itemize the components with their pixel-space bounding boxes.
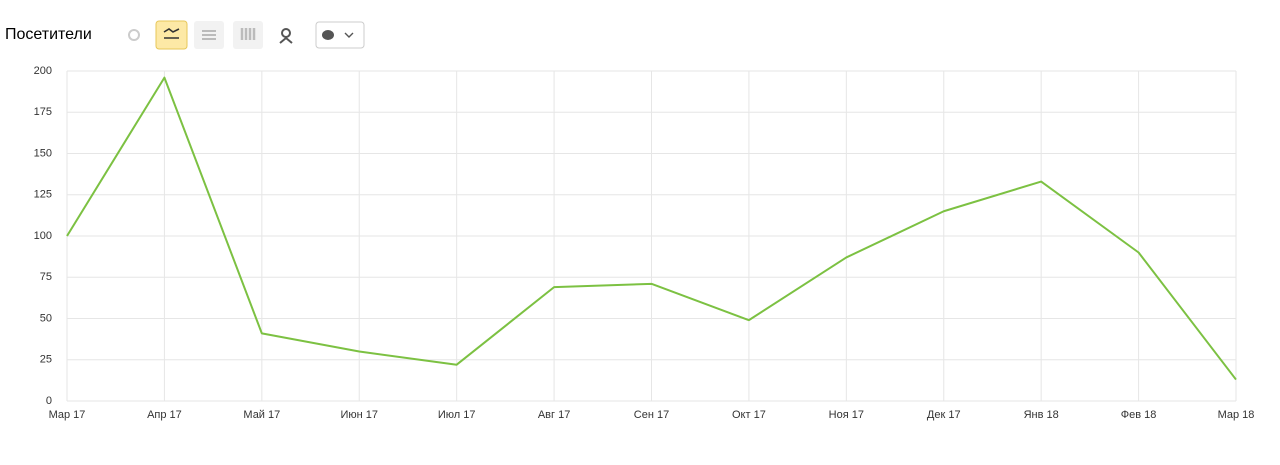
comment-dropdown[interactable] <box>315 21 365 49</box>
chart-title: Посетители <box>5 26 92 43</box>
y-tick-label: 25 <box>40 354 52 366</box>
y-tick-label: 175 <box>34 106 52 118</box>
bar-button[interactable] <box>233 21 263 49</box>
y-tick-label: 100 <box>34 230 52 242</box>
x-tick-label: Мар 18 <box>1218 409 1255 421</box>
x-tick-label: Ноя 17 <box>829 409 864 421</box>
x-tick-label: Май 17 <box>243 409 280 421</box>
y-tick-label: 75 <box>40 271 52 283</box>
y-tick-label: 150 <box>34 147 52 159</box>
toolbar <box>119 20 365 50</box>
y-tick-label: 0 <box>46 395 52 407</box>
x-tick-label: Сен 17 <box>634 409 669 421</box>
x-tick-label: Дек 17 <box>927 409 961 421</box>
x-tick-label: Янв 18 <box>1024 409 1059 421</box>
x-tick-label: Апр 17 <box>147 409 182 421</box>
x-tick-label: Июн 17 <box>340 409 378 421</box>
line-button[interactable] <box>155 20 188 50</box>
x-tick-label: Окт 17 <box>732 409 766 421</box>
line <box>66 76 1237 381</box>
area-button[interactable] <box>194 21 224 49</box>
x-tick-label: Авг 17 <box>538 409 570 421</box>
x-tick-label: Июл 17 <box>438 409 476 421</box>
map-button[interactable] <box>279 28 293 44</box>
x-tick-label: Мар 17 <box>49 409 86 421</box>
x-tick-label: Фев 18 <box>1121 409 1157 421</box>
y-tick-label: 200 <box>34 65 52 77</box>
pie-button[interactable] <box>119 21 149 49</box>
y-tick-label: 125 <box>34 189 52 201</box>
y-tick-label: 50 <box>40 312 52 324</box>
